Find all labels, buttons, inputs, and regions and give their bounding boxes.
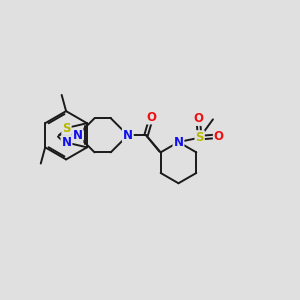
Text: O: O	[146, 110, 156, 124]
Text: S: S	[195, 131, 204, 144]
Text: S: S	[62, 122, 71, 134]
Text: O: O	[214, 130, 224, 143]
Text: N: N	[123, 129, 133, 142]
Text: N: N	[73, 129, 82, 142]
Text: N: N	[173, 136, 184, 148]
Text: N: N	[61, 136, 71, 149]
Text: O: O	[193, 112, 203, 125]
